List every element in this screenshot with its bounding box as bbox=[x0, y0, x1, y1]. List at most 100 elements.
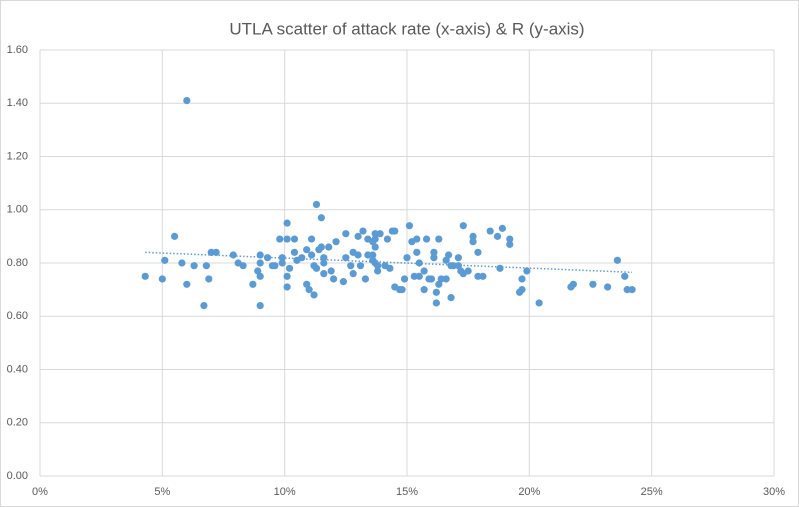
point bbox=[415, 272, 423, 280]
point bbox=[332, 238, 340, 246]
point bbox=[486, 227, 494, 235]
point bbox=[432, 299, 440, 307]
point bbox=[161, 256, 169, 264]
point bbox=[435, 235, 443, 243]
point bbox=[523, 267, 531, 275]
point bbox=[413, 235, 421, 243]
point bbox=[369, 251, 377, 259]
x-tick-label: 15% bbox=[396, 486, 418, 498]
point bbox=[432, 288, 440, 296]
point bbox=[303, 246, 311, 254]
y-tick-label: 0.20 bbox=[7, 417, 28, 429]
point bbox=[422, 235, 431, 243]
point bbox=[420, 267, 428, 275]
y-tick-label: 1.60 bbox=[7, 44, 28, 56]
point bbox=[349, 270, 357, 278]
point bbox=[374, 262, 382, 270]
point bbox=[320, 270, 328, 278]
point bbox=[413, 248, 421, 256]
point bbox=[444, 251, 453, 259]
point bbox=[518, 286, 526, 294]
point bbox=[202, 262, 210, 270]
point bbox=[256, 272, 264, 280]
point bbox=[376, 230, 384, 238]
point bbox=[307, 251, 316, 259]
point bbox=[342, 230, 350, 238]
point bbox=[506, 235, 514, 243]
point bbox=[518, 275, 526, 283]
chart-title: UTLA scatter of attack rate (x-axis) & R… bbox=[229, 19, 584, 38]
point bbox=[290, 248, 299, 256]
point bbox=[354, 232, 362, 240]
point bbox=[535, 299, 543, 307]
point bbox=[320, 259, 328, 267]
point bbox=[427, 275, 436, 283]
point bbox=[310, 291, 318, 299]
point bbox=[283, 272, 291, 280]
point bbox=[183, 96, 191, 105]
point bbox=[403, 254, 411, 262]
point bbox=[479, 272, 487, 280]
x-tick-label: 25% bbox=[641, 486, 663, 498]
point bbox=[474, 248, 482, 256]
point bbox=[361, 275, 370, 283]
point bbox=[405, 222, 414, 230]
trendline bbox=[145, 251, 633, 274]
y-tick-label: 0.40 bbox=[7, 363, 28, 375]
point bbox=[330, 275, 338, 283]
point bbox=[290, 235, 299, 243]
point bbox=[371, 235, 379, 243]
point bbox=[283, 219, 291, 227]
point bbox=[298, 254, 306, 262]
x-tick-label: 30% bbox=[763, 486, 785, 498]
point bbox=[569, 280, 577, 288]
y-tick-label: 1.40 bbox=[7, 97, 28, 109]
x-tick-label: 10% bbox=[274, 486, 296, 498]
x-tick-label: 5% bbox=[154, 486, 170, 498]
point bbox=[285, 264, 294, 272]
point bbox=[229, 251, 237, 259]
point bbox=[317, 214, 325, 222]
point bbox=[190, 262, 198, 270]
point bbox=[469, 238, 477, 246]
point bbox=[628, 286, 636, 294]
point bbox=[604, 283, 612, 291]
point bbox=[493, 232, 502, 240]
point bbox=[271, 262, 279, 270]
point bbox=[212, 248, 220, 256]
point bbox=[342, 254, 350, 262]
point bbox=[469, 232, 477, 240]
point bbox=[312, 264, 321, 272]
y-tick-label: 1.20 bbox=[7, 150, 28, 162]
point bbox=[391, 227, 399, 235]
point bbox=[339, 278, 347, 286]
point bbox=[320, 254, 328, 262]
point bbox=[356, 262, 365, 270]
point bbox=[347, 262, 355, 270]
point bbox=[398, 286, 406, 294]
point bbox=[325, 243, 333, 251]
point bbox=[621, 272, 629, 280]
point bbox=[454, 254, 462, 262]
point bbox=[278, 259, 286, 267]
point bbox=[263, 254, 272, 262]
point bbox=[317, 243, 325, 251]
point bbox=[178, 259, 186, 267]
point bbox=[374, 267, 382, 275]
y-tick-label: 0.60 bbox=[7, 310, 28, 322]
point bbox=[312, 200, 321, 209]
point bbox=[256, 259, 264, 267]
point bbox=[371, 243, 379, 251]
point bbox=[442, 275, 450, 283]
point bbox=[307, 235, 316, 243]
point bbox=[400, 275, 409, 283]
x-tick-label: 0% bbox=[32, 486, 48, 498]
point bbox=[459, 222, 467, 230]
point bbox=[613, 256, 622, 264]
point bbox=[141, 272, 149, 280]
point bbox=[283, 235, 291, 243]
point bbox=[420, 286, 428, 294]
